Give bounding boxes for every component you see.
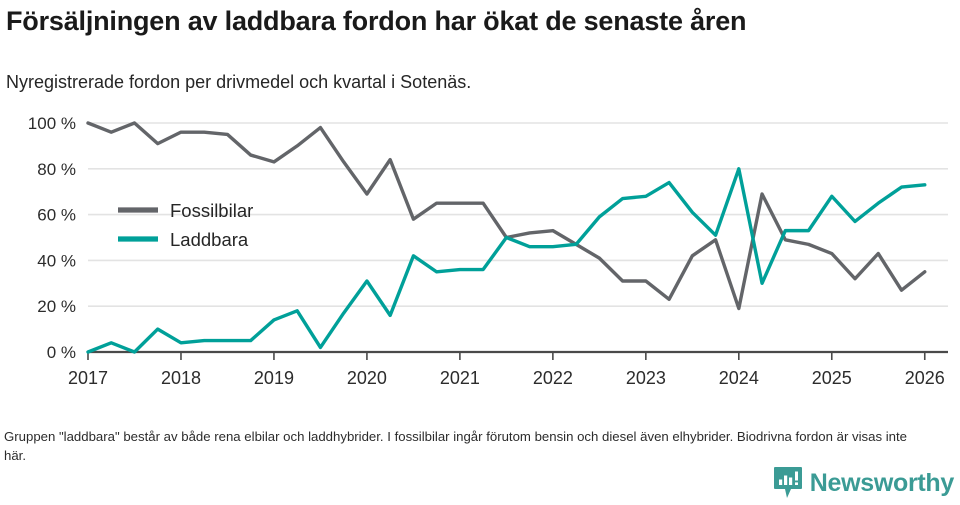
- y-axis-tick-label: 20 %: [37, 297, 76, 316]
- y-axis-tick-label: 40 %: [37, 251, 76, 270]
- page-subtitle: Nyregistrerade fordon per drivmedel och …: [6, 72, 472, 92]
- y-axis-tick-label: 80 %: [37, 160, 76, 179]
- x-axis-tick-label: 2024: [719, 368, 759, 388]
- newsworthy-pin-barchart-icon: [773, 467, 802, 498]
- chart-canvas: 0 % 20 % 40 % 60 % 80 % 100 % 2017 2018 2019 2020…: [28, 114, 948, 388]
- y-axis-tick-label: 0 %: [47, 343, 76, 362]
- legend-label: Fossilbilar: [170, 200, 253, 221]
- page-title: Försäljningen av laddbara fordon har öka…: [6, 6, 747, 36]
- chart-footnote: Gruppen "laddbara" består av både rena e…: [4, 429, 907, 463]
- legend-label: Laddbara: [170, 229, 249, 250]
- x-axis-tick-label: 2023: [626, 368, 666, 388]
- line-chart: 0 % 20 % 40 % 60 % 80 % 100 % 2017 2018 2019 2020…: [0, 108, 960, 398]
- y-axis-tick-label: 60 %: [37, 206, 76, 225]
- x-axis-tick-label: 2019: [254, 368, 294, 388]
- series-line-laddbara: [86, 167, 927, 354]
- x-axis-tick-label: 2025: [812, 368, 852, 388]
- x-axis-tick-label: 2021: [440, 368, 480, 388]
- y-axis-tick-label: 100 %: [28, 114, 76, 133]
- brand-name: Newsworthy: [809, 468, 955, 497]
- x-axis-tick-label: 2020: [347, 368, 387, 388]
- newsworthy-logo: Newsworthy: [773, 466, 954, 500]
- x-axis-tick-label: 2022: [533, 368, 573, 388]
- x-axis-tick-label: 2018: [161, 368, 201, 388]
- x-axis-tick-label: 2017: [68, 368, 108, 388]
- x-axis-tick-label: 2026: [905, 368, 945, 388]
